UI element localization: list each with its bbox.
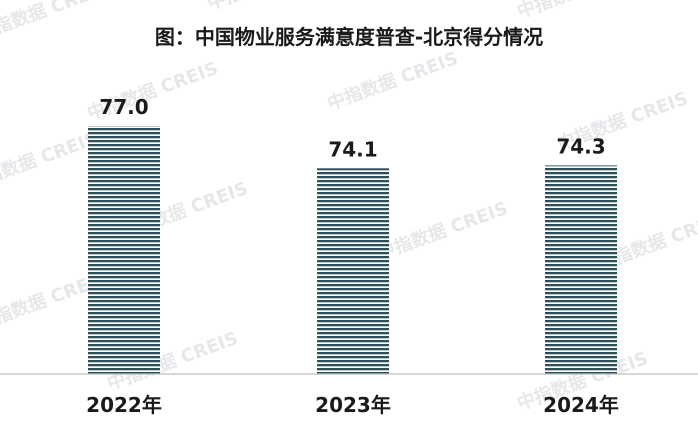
bar-3 xyxy=(545,165,617,374)
bar-1 xyxy=(88,126,160,374)
bar-2 xyxy=(317,168,389,374)
bar-value-label-3: 74.3 xyxy=(556,134,605,158)
bar-value-label-1: 77.0 xyxy=(99,95,148,119)
chart-title: 图：中国物业服务满意度普查-北京得分情况 xyxy=(155,25,543,49)
watermark-text: 中指数据 CREIS xyxy=(324,47,461,115)
x-tick-label-3: 2024年 xyxy=(543,393,619,417)
x-tick-label-group: 2022年 2023年 2024年 xyxy=(86,393,619,417)
watermark-text: 中指数据 CREIS xyxy=(0,127,101,195)
value-label-group: 77.0 74.1 74.3 xyxy=(99,95,605,161)
x-tick-label-1: 2022年 xyxy=(86,393,162,417)
bar-value-label-2: 74.1 xyxy=(328,137,377,161)
watermark-text: 中指数据 CREIS xyxy=(514,0,651,23)
x-tick-label-2: 2023年 xyxy=(315,393,391,417)
bar-series xyxy=(88,126,617,374)
watermark-text: 中指数据 CREIS xyxy=(374,197,511,265)
watermark-text: 中指数据 CREIS xyxy=(0,0,111,45)
watermark-text: 中指数据 CREIS xyxy=(204,0,341,15)
